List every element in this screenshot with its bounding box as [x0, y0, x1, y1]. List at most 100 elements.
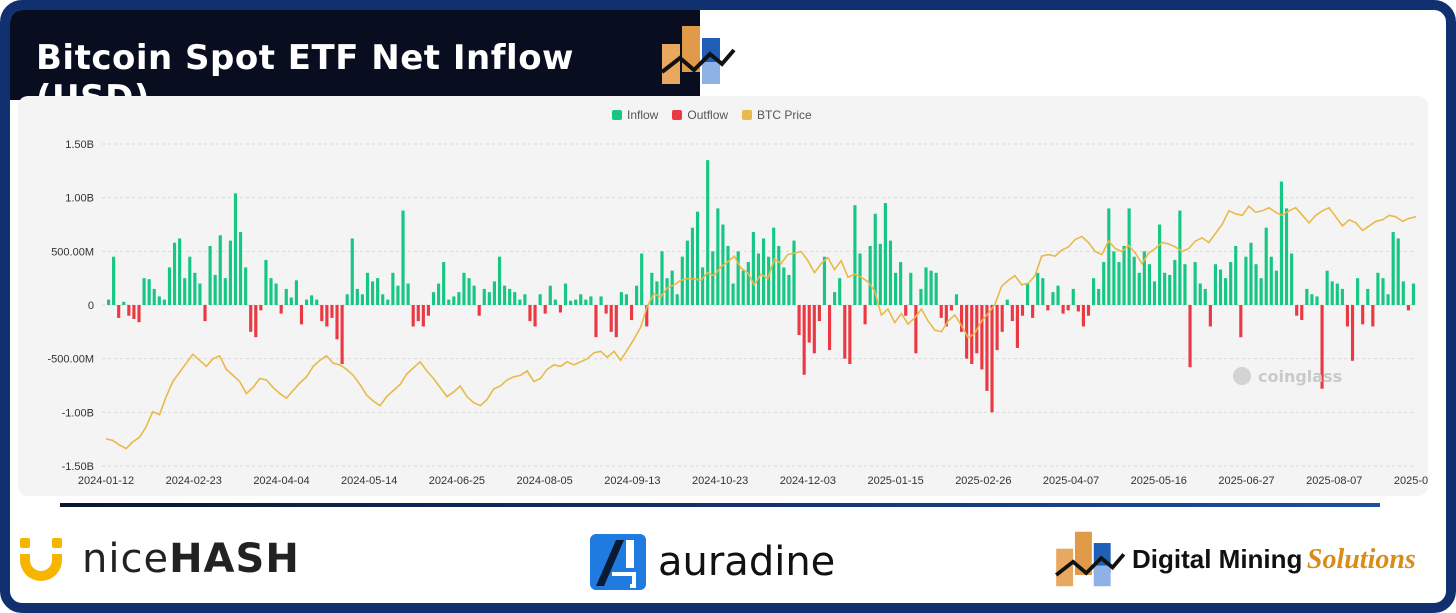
inflow-bar[interactable]: [833, 292, 837, 305]
inflow-bar[interactable]: [675, 294, 679, 305]
inflow-bar[interactable]: [157, 296, 161, 305]
inflow-bar[interactable]: [457, 292, 461, 305]
outflow-bar[interactable]: [848, 305, 852, 365]
inflow-bar[interactable]: [462, 272, 466, 305]
outflow-bar[interactable]: [609, 305, 613, 332]
inflow-bar[interactable]: [345, 294, 349, 305]
inflow-bar[interactable]: [761, 238, 766, 305]
inflow-bar[interactable]: [223, 278, 227, 305]
outflow-bar[interactable]: [995, 305, 999, 351]
inflow-bar[interactable]: [1005, 299, 1009, 305]
inflow-bar[interactable]: [1102, 262, 1106, 305]
inflow-bar[interactable]: [289, 297, 293, 305]
outflow-bar[interactable]: [320, 305, 324, 322]
inflow-bar[interactable]: [1310, 294, 1314, 305]
inflow-bar[interactable]: [746, 262, 750, 305]
outflow-bar[interactable]: [1000, 305, 1004, 332]
outflow-bar[interactable]: [1300, 305, 1304, 321]
inflow-bar[interactable]: [401, 210, 405, 305]
inflow-bar[interactable]: [1284, 208, 1289, 305]
inflow-bar[interactable]: [1097, 288, 1101, 305]
inflow-bar[interactable]: [1401, 281, 1405, 305]
inflow-bar[interactable]: [1254, 264, 1258, 305]
inflow-bar[interactable]: [1158, 224, 1162, 306]
outflow-bar[interactable]: [802, 305, 806, 375]
inflow-bar[interactable]: [193, 272, 197, 305]
inflow-bar[interactable]: [1036, 272, 1040, 305]
inflow-bar[interactable]: [767, 256, 771, 305]
outflow-bar[interactable]: [1066, 305, 1070, 311]
inflow-bar[interactable]: [1137, 272, 1141, 305]
inflow-bar[interactable]: [893, 272, 898, 305]
outflow-bar[interactable]: [340, 305, 344, 365]
inflow-bar[interactable]: [1249, 242, 1253, 305]
inflow-bar[interactable]: [792, 240, 796, 305]
inflow-bar[interactable]: [284, 288, 288, 305]
inflow-bar[interactable]: [1163, 272, 1167, 305]
outflow-bar[interactable]: [127, 305, 131, 316]
outflow-bar[interactable]: [614, 305, 618, 338]
inflow-bar[interactable]: [162, 299, 166, 305]
inflow-bar[interactable]: [122, 301, 126, 305]
inflow-bar[interactable]: [1107, 208, 1111, 305]
inflow-bar[interactable]: [218, 235, 222, 305]
inflow-bar[interactable]: [1092, 278, 1096, 305]
inflow-bar[interactable]: [472, 285, 476, 305]
inflow-bar[interactable]: [1117, 262, 1121, 305]
inflow-bar[interactable]: [711, 251, 715, 305]
inflow-bar[interactable]: [1213, 264, 1218, 305]
inflow-bar[interactable]: [370, 281, 375, 305]
inflow-bar[interactable]: [838, 278, 842, 305]
inflow-bar[interactable]: [599, 296, 603, 305]
outflow-bar[interactable]: [1295, 305, 1299, 316]
inflow-bar[interactable]: [909, 272, 913, 305]
inflow-bar[interactable]: [437, 283, 441, 305]
inflow-bar[interactable]: [888, 240, 893, 305]
inflow-bar[interactable]: [680, 256, 684, 305]
inflow-bar[interactable]: [523, 294, 527, 305]
inflow-bar[interactable]: [431, 292, 436, 305]
outflow-bar[interactable]: [416, 305, 420, 322]
outflow-bar[interactable]: [807, 305, 811, 343]
outflow-bar[interactable]: [812, 305, 816, 354]
inflow-bar[interactable]: [503, 285, 507, 305]
outflow-bar[interactable]: [132, 305, 136, 319]
inflow-bar[interactable]: [355, 288, 359, 305]
inflow-bar[interactable]: [1198, 283, 1202, 305]
inflow-bar[interactable]: [513, 292, 517, 305]
outflow-bar[interactable]: [1086, 305, 1091, 316]
inflow-bar[interactable]: [1396, 238, 1400, 305]
inflow-bar[interactable]: [467, 278, 471, 305]
inflow-bar[interactable]: [112, 256, 116, 305]
inflow-bar[interactable]: [376, 278, 380, 305]
inflow-bar[interactable]: [198, 283, 202, 305]
outflow-bar[interactable]: [203, 305, 207, 322]
inflow-bar[interactable]: [238, 232, 243, 305]
outflow-bar[interactable]: [863, 305, 867, 325]
outflow-bar[interactable]: [1046, 305, 1050, 311]
inflow-bar[interactable]: [878, 243, 882, 305]
outflow-bar[interactable]: [604, 305, 608, 314]
inflow-bar[interactable]: [487, 292, 491, 305]
inflow-bar[interactable]: [853, 205, 857, 305]
inflow-bar[interactable]: [1132, 256, 1136, 305]
inflow-bar[interactable]: [183, 278, 187, 305]
inflow-bar[interactable]: [569, 300, 573, 305]
outflow-bar[interactable]: [797, 305, 801, 336]
inflow-bar[interactable]: [701, 267, 705, 305]
inflow-bar[interactable]: [386, 299, 390, 305]
outflow-bar[interactable]: [914, 305, 918, 354]
inflow-bar[interactable]: [1325, 270, 1329, 305]
outflow-bar[interactable]: [827, 305, 832, 351]
inflow-bar[interactable]: [706, 160, 710, 305]
outflow-bar[interactable]: [965, 305, 969, 359]
outflow-bar[interactable]: [1320, 305, 1324, 389]
outflow-bar[interactable]: [949, 305, 953, 311]
inflow-bar[interactable]: [635, 285, 639, 305]
inflow-bar[interactable]: [579, 294, 583, 305]
outflow-bar[interactable]: [1031, 305, 1035, 318]
legend-inflow[interactable]: Inflow: [612, 108, 658, 122]
inflow-bar[interactable]: [574, 299, 578, 305]
inflow-bar[interactable]: [563, 283, 568, 305]
inflow-bar[interactable]: [264, 259, 268, 305]
